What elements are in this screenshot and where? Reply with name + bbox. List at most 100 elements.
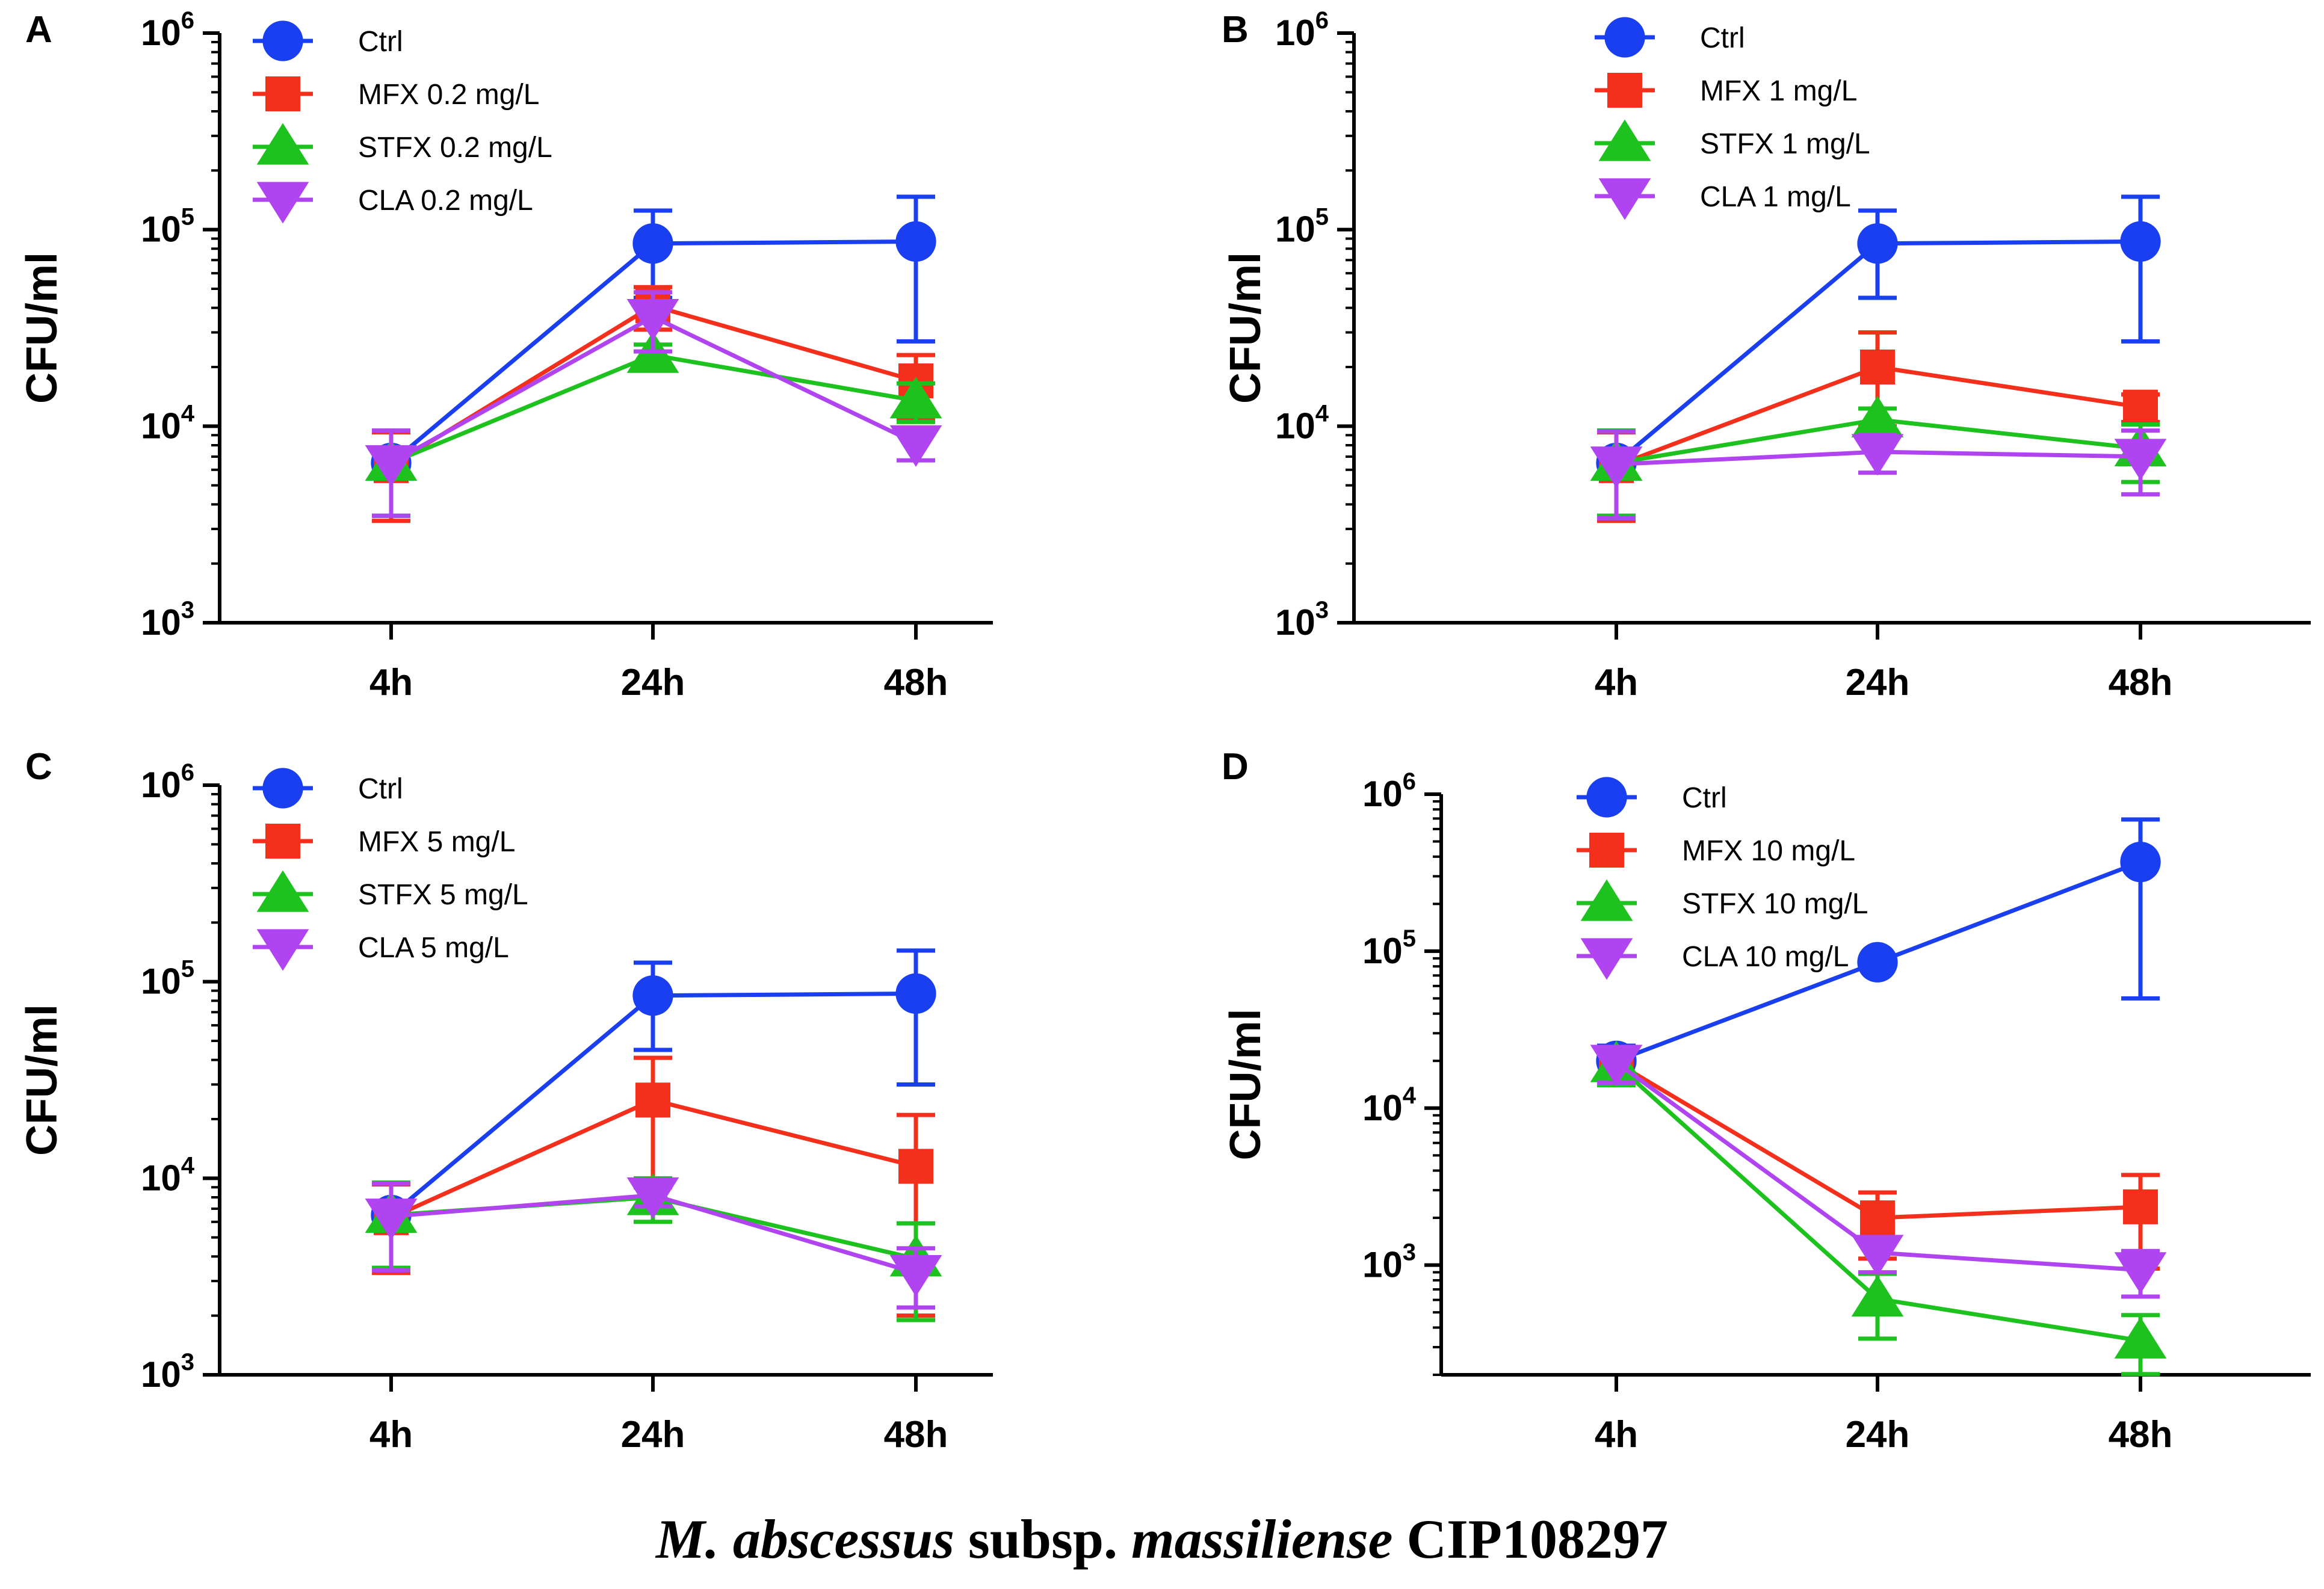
legend: Ctrl MFX 10 mg/L STFX 10 mg/L CLA 10 mg/L <box>1577 777 1868 980</box>
y-tick-label: 106 <box>1275 7 1329 53</box>
legend-marker <box>1580 879 1633 921</box>
y-tick-label: 103 <box>141 1349 194 1395</box>
x-tick-label: 48h <box>2109 662 2173 703</box>
x-tick-label: 24h <box>1846 662 1910 703</box>
legend-item-ctrl: Ctrl <box>1595 17 1745 58</box>
series-cla <box>1590 428 2167 520</box>
x-tick-label: 24h <box>1846 1414 1910 1455</box>
x-tick-label: 24h <box>621 662 685 703</box>
data-point <box>2123 389 2158 425</box>
y-tick-label: 103 <box>141 597 194 643</box>
caption-subsp: subsp. <box>968 1508 1118 1570</box>
x-tick-label: 4h <box>369 1414 413 1455</box>
legend-marker <box>1607 73 1642 108</box>
data-point <box>632 223 673 264</box>
data-point <box>1590 446 1643 489</box>
legend-marker <box>1598 178 1651 220</box>
series-cla <box>1590 1044 2167 1299</box>
data-point <box>895 221 936 262</box>
legend-marker <box>256 929 309 971</box>
y-tick-label: 105 <box>1275 204 1329 250</box>
data-point <box>635 1082 670 1118</box>
legend-item-cla: CLA 5 mg/L <box>253 929 509 971</box>
data-point <box>2120 842 2161 883</box>
x-tick-label: 48h <box>884 662 948 703</box>
legend-label: STFX 10 mg/L <box>1682 888 1868 920</box>
caption-species: M. abscessus <box>656 1508 954 1570</box>
legend-label: MFX 10 mg/L <box>1682 835 1855 867</box>
legend-label: STFX 1 mg/L <box>1700 128 1870 160</box>
y-tick-label: 105 <box>141 204 194 250</box>
legend-marker <box>1586 777 1627 818</box>
legend: Ctrl MFX 0.2 mg/L STFX 0.2 mg/L CLA 0.2 mg/… <box>253 20 552 224</box>
legend-marker <box>1604 17 1645 58</box>
x-tick-label: 48h <box>884 1414 948 1455</box>
legend-item-cla: CLA 0.2 mg/L <box>253 182 533 224</box>
legend-label: Ctrl <box>358 773 403 805</box>
data-point <box>1590 1044 1643 1087</box>
panel-label: A <box>25 9 52 51</box>
legend-marker <box>262 20 303 61</box>
y-tick-label: 103 <box>1275 597 1329 643</box>
y-tick-label: 105 <box>141 956 194 1002</box>
caption-strain: CIP108297 <box>1406 1508 1668 1570</box>
y-axis-label: CFU/ml <box>18 252 66 404</box>
data-point <box>365 445 418 487</box>
legend-item-ctrl: Ctrl <box>1577 777 1727 818</box>
legend-item-ctrl: Ctrl <box>253 768 403 809</box>
legend-marker <box>265 824 300 859</box>
y-tick-label: 105 <box>1362 925 1416 971</box>
data-point <box>1857 223 1898 264</box>
legend: Ctrl MFX 1 mg/L STFX 1 mg/L CLA 1 mg/L <box>1595 17 1870 220</box>
panel-d: D CFU/ml 103 104 105 106 4h 24h 48h Ctrl MFX 10 mg… <box>1222 746 2311 1455</box>
data-point <box>2114 1316 2167 1359</box>
legend-marker <box>1580 938 1633 980</box>
panel-c: C CFU/ml 103 104 105 106 4h 24h 48h Ctrl MFX 5 mg/… <box>18 746 993 1455</box>
panel-label: B <box>1222 9 1249 51</box>
data-point <box>1851 395 1904 437</box>
y-tick-label: 106 <box>1362 768 1416 814</box>
legend-label: Ctrl <box>1682 782 1727 814</box>
legend-marker <box>1598 119 1651 161</box>
legend-item-stfx: STFX 5 mg/L <box>253 870 528 912</box>
legend-label: STFX 0.2 mg/L <box>358 132 552 164</box>
data-point <box>895 973 936 1014</box>
x-tick-label: 24h <box>621 1414 685 1455</box>
legend-label: MFX 1 mg/L <box>1700 75 1857 107</box>
y-axis-label: CFU/ml <box>1222 1009 1270 1161</box>
data-point <box>1857 942 1898 983</box>
legend-label: CLA 5 mg/L <box>358 932 509 964</box>
panel-a: A CFU/ml 103 104 105 106 4h 24h 48h Ctrl MFX 0.2 m… <box>18 7 993 703</box>
y-tick-label: 104 <box>1275 400 1329 446</box>
legend-marker <box>262 768 303 809</box>
panel-label: D <box>1222 746 1249 788</box>
series-cla <box>365 290 942 518</box>
legend-item-mfx: MFX 5 mg/L <box>253 824 515 859</box>
y-tick-label: 104 <box>141 1152 195 1198</box>
legend-label: CLA 1 mg/L <box>1700 181 1851 213</box>
data-point <box>889 425 942 467</box>
legend-label: MFX 5 mg/L <box>358 826 515 858</box>
y-tick-label: 104 <box>141 400 195 446</box>
data-point <box>1860 349 1895 384</box>
legend-label: Ctrl <box>1700 22 1745 54</box>
legend-item-stfx: STFX 0.2 mg/L <box>253 123 552 165</box>
data-point <box>898 1149 933 1184</box>
data-point <box>365 1199 418 1241</box>
x-tick-label: 4h <box>1595 662 1638 703</box>
legend: Ctrl MFX 5 mg/L STFX 5 mg/L CLA 5 mg/L <box>253 768 528 971</box>
panel-b: B CFU/ml 103 104 105 106 4h 24h 48h Ctrl MFX 1 mg/… <box>1222 7 2311 703</box>
legend-item-stfx: STFX 1 mg/L <box>1595 119 1870 161</box>
legend-marker <box>256 182 309 224</box>
y-tick-label: 106 <box>141 759 194 805</box>
caption-subspecies: massiliense <box>1131 1508 1393 1570</box>
series-stfx <box>365 331 942 518</box>
series-ctrl <box>1596 817 2161 1083</box>
data-point <box>2123 1189 2158 1224</box>
legend-item-ctrl: Ctrl <box>253 20 403 61</box>
panel-label: C <box>25 746 52 788</box>
legend-label: STFX 5 mg/L <box>358 879 528 911</box>
legend-marker <box>256 123 309 165</box>
legend-item-cla: CLA 1 mg/L <box>1595 178 1851 220</box>
